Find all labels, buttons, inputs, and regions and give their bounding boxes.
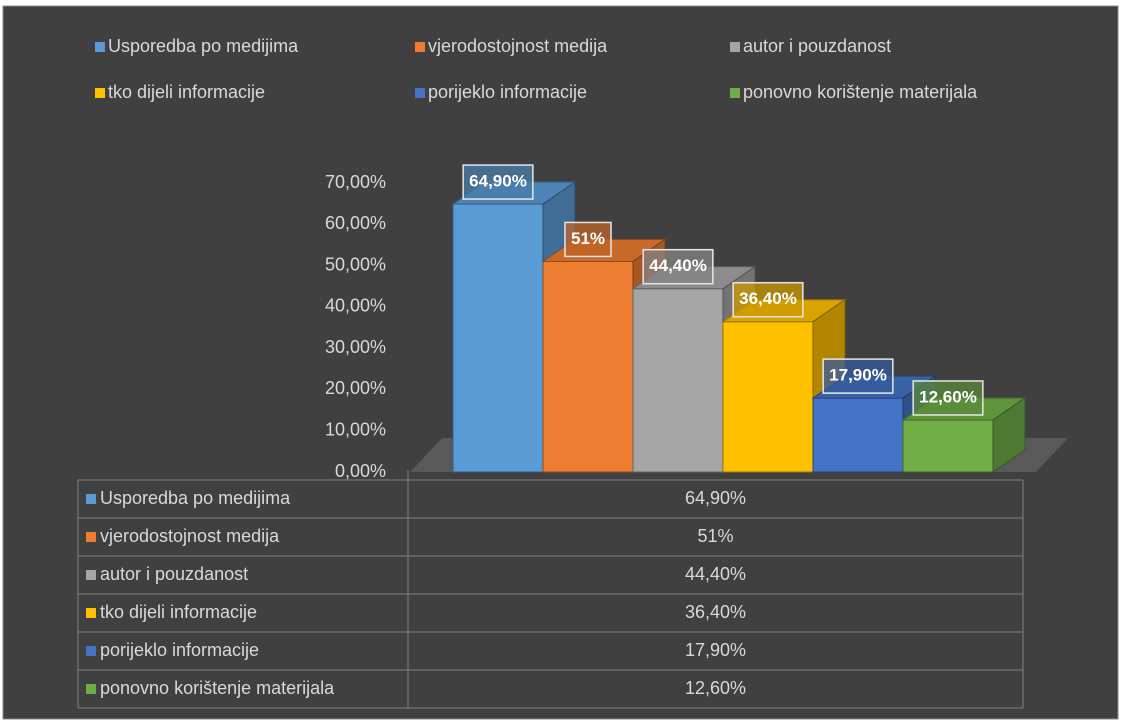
- legend-label: autor i pouzdanost: [743, 36, 891, 56]
- data-label-box: [822, 358, 894, 394]
- y-tick-label: 20,00%: [325, 378, 386, 398]
- table-value: 17,90%: [685, 640, 746, 660]
- table-swatch: [86, 646, 96, 656]
- data-label: 44,40%: [649, 256, 707, 275]
- bar-side: [992, 397, 1026, 473]
- bar-front: [452, 203, 544, 473]
- table-series-name: tko dijeli informacije: [100, 602, 257, 622]
- legend-swatch: [95, 42, 105, 52]
- data-label-box: [462, 164, 534, 200]
- legend-label: ponovno korištenje materijala: [743, 82, 978, 102]
- table-series-name: ponovno korištenje materijala: [100, 678, 335, 698]
- table-value: 12,60%: [685, 678, 746, 698]
- table-value: 44,40%: [685, 564, 746, 584]
- y-tick-label: 60,00%: [325, 213, 386, 233]
- legend-swatch: [95, 88, 105, 98]
- data-label-box: [642, 248, 714, 285]
- y-tick-label: 70,00%: [325, 172, 386, 192]
- y-tick-label: 30,00%: [325, 337, 386, 357]
- table-value: 36,40%: [685, 602, 746, 622]
- bar-front: [542, 260, 634, 473]
- legend-label: porijeklo informacije: [428, 82, 587, 102]
- legend-label: vjerodostojnost medija: [428, 36, 608, 56]
- table-swatch: [86, 570, 96, 580]
- table-swatch: [86, 684, 96, 694]
- data-label: 17,90%: [829, 366, 887, 385]
- bar-front: [722, 321, 814, 473]
- data-label: 36,40%: [739, 289, 797, 308]
- legend-label: Usporedba po medijima: [108, 36, 299, 56]
- y-tick-label: 40,00%: [325, 296, 386, 316]
- legend-swatch: [415, 88, 425, 98]
- data-label-box: [732, 281, 804, 318]
- y-tick-label: 0,00%: [335, 461, 386, 481]
- legend-label: tko dijeli informacije: [108, 82, 265, 102]
- table-series-name: Usporedba po medijima: [100, 488, 291, 508]
- table-value: 51%: [697, 526, 733, 546]
- data-label-box: [564, 221, 612, 258]
- bar-front: [812, 397, 904, 473]
- table-value: 64,90%: [685, 488, 746, 508]
- bar-front: [632, 288, 724, 473]
- table-swatch: [86, 608, 96, 618]
- bar-front: [902, 419, 994, 473]
- table-series-name: autor i pouzdanost: [100, 564, 248, 584]
- data-label-box: [912, 380, 984, 416]
- table-series-name: porijeklo informacije: [100, 640, 259, 660]
- y-tick-label: 10,00%: [325, 419, 386, 439]
- table-series-name: vjerodostojnost medija: [100, 526, 280, 546]
- legend-swatch: [730, 42, 740, 52]
- legend-swatch: [415, 42, 425, 52]
- data-label: 64,90%: [469, 172, 527, 191]
- table-swatch: [86, 494, 96, 504]
- data-label: 12,60%: [919, 387, 977, 406]
- legend-swatch: [730, 88, 740, 98]
- y-tick-label: 50,00%: [325, 254, 386, 274]
- data-label: 51%: [571, 229, 605, 248]
- table-swatch: [86, 532, 96, 542]
